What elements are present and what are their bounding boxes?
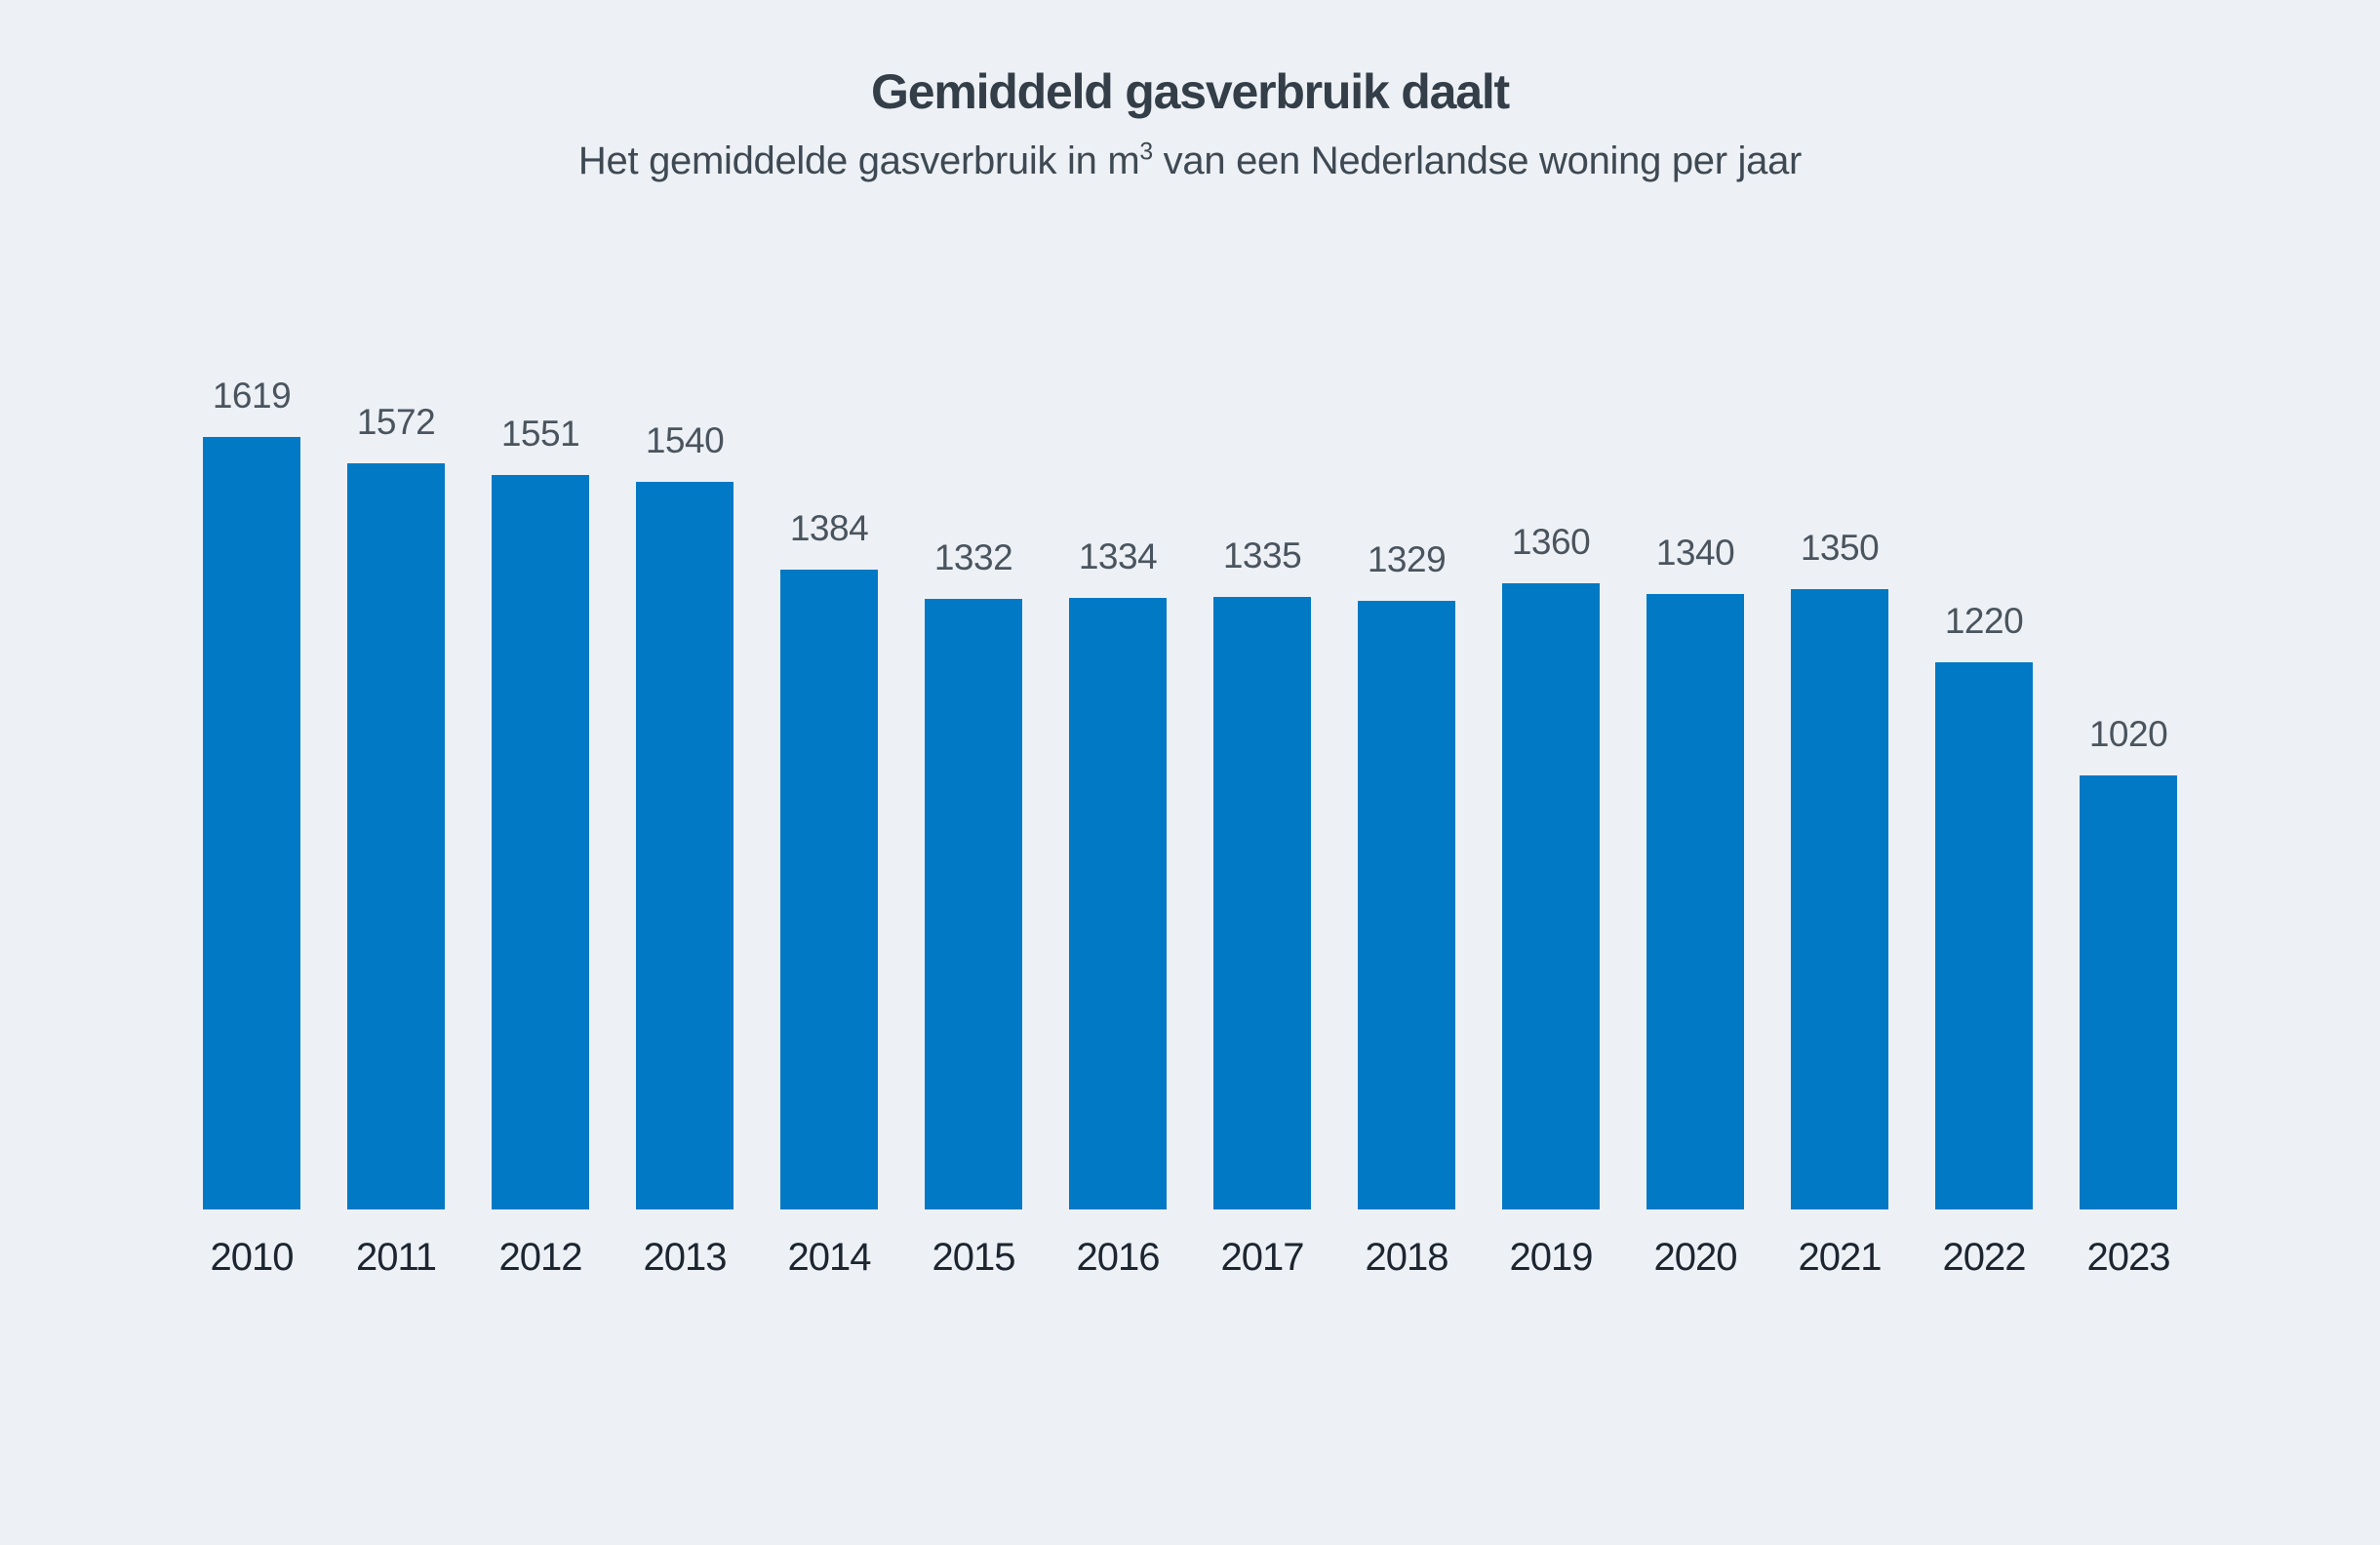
bar: [492, 475, 589, 1209]
bar-stack: 1020: [2080, 332, 2177, 1209]
bar-stack: 1360: [1502, 332, 1600, 1209]
bar-column: 1360 2019: [1502, 332, 1600, 1278]
bar: [1935, 661, 2033, 1209]
bar-stack: 1572: [347, 332, 445, 1209]
chart-subtitle-text: Het gemiddelde gasverbruik in m: [577, 139, 1140, 182]
bar-column: 1619 2010: [203, 332, 300, 1278]
chart-title: Gemiddeld gasverbruik daalt: [871, 64, 1510, 119]
bar-value-label: 1220: [1944, 600, 2024, 641]
bar-value-label: 1350: [1800, 527, 1880, 568]
bar-column: 1332 2015: [925, 332, 1022, 1278]
x-axis-tick-label: 2010: [210, 1236, 295, 1279]
chart-subtitle: Het gemiddelde gasverbruik in m3 van een…: [0, 137, 2380, 185]
x-axis-tick-label: 2017: [1220, 1236, 1305, 1279]
bar: [1791, 588, 1888, 1209]
bar-column: 1540 2013: [636, 332, 734, 1278]
bar-value-label: 1334: [1078, 535, 1158, 576]
bar: [203, 436, 300, 1209]
bar-value-label: 1551: [500, 414, 580, 455]
x-axis-tick-label: 2021: [1798, 1236, 1883, 1279]
bar-stack: 1332: [925, 332, 1022, 1209]
bar: [1069, 597, 1167, 1209]
bar-value-label: 1360: [1511, 521, 1591, 562]
x-axis-tick-label: 2020: [1653, 1236, 1738, 1279]
bar-column: 1350 2021: [1791, 332, 1888, 1278]
x-axis-tick-label: 2018: [1365, 1236, 1449, 1279]
x-axis-tick-label: 2016: [1076, 1236, 1161, 1279]
x-axis-tick-label: 2023: [2086, 1236, 2171, 1279]
bar-value-label: 1020: [2088, 713, 2168, 754]
bar-column: 1020 2023: [2080, 332, 2177, 1278]
x-axis-tick-label: 2019: [1509, 1236, 1594, 1279]
bar-value-label: 1619: [212, 375, 292, 416]
bar-stack: 1384: [780, 332, 878, 1209]
bar: [925, 599, 1022, 1209]
bar-column: 1220 2022: [1935, 332, 2033, 1278]
bar-value-label: 1335: [1222, 535, 1302, 576]
bar-column: 1551 2012: [492, 332, 589, 1278]
bar-stack: 1540: [636, 332, 734, 1209]
bar-column: 1335 2017: [1213, 332, 1311, 1278]
bar-column: 1329 2018: [1358, 332, 1455, 1278]
x-axis-tick-label: 2012: [498, 1236, 583, 1279]
bar: [1358, 600, 1455, 1209]
bar-column: 1340 2020: [1646, 332, 1744, 1278]
chart-subtitle-text-end: van een Nederlandse woning per jaar: [1152, 139, 1803, 182]
chart-subtitle-superscript: 3: [1139, 139, 1153, 166]
bar: [780, 569, 878, 1209]
bar-stack: 1220: [1935, 332, 2033, 1209]
x-axis-tick-label: 2015: [932, 1236, 1016, 1279]
bar-value-label: 1384: [789, 507, 869, 548]
bar-value-label: 1540: [645, 419, 725, 460]
x-axis-tick-label: 2022: [1942, 1236, 2027, 1279]
bar-value-label: 1329: [1367, 538, 1447, 579]
bar-stack: 1334: [1069, 332, 1167, 1209]
bar-column: 1334 2016: [1069, 332, 1167, 1278]
bar: [1646, 594, 1744, 1209]
bar-column: 1572 2011: [347, 332, 445, 1278]
bar-chart: 1619 2010 1572 2011 1551 2012 1540 2013 1384 2014…: [0, 332, 2380, 1278]
bar-stack: 1329: [1358, 332, 1455, 1209]
x-axis-tick-label: 2011: [355, 1236, 437, 1279]
bar-stack: 1350: [1791, 332, 1888, 1209]
x-axis-tick-label: 2013: [643, 1236, 728, 1279]
x-axis-tick-label: 2014: [787, 1236, 872, 1279]
bar: [1213, 597, 1311, 1209]
bar: [2080, 774, 2177, 1209]
bar-stack: 1619: [203, 332, 300, 1209]
bar-value-label: 1340: [1655, 533, 1735, 574]
bar-stack: 1551: [492, 332, 589, 1209]
bar-column: 1384 2014: [780, 332, 878, 1278]
bar-stack: 1340: [1646, 332, 1744, 1209]
bar-value-label: 1572: [356, 402, 436, 443]
bar: [636, 481, 734, 1209]
bar: [347, 463, 445, 1209]
bar: [1502, 582, 1600, 1209]
bar-value-label: 1332: [933, 537, 1013, 577]
bar-stack: 1335: [1213, 332, 1311, 1209]
